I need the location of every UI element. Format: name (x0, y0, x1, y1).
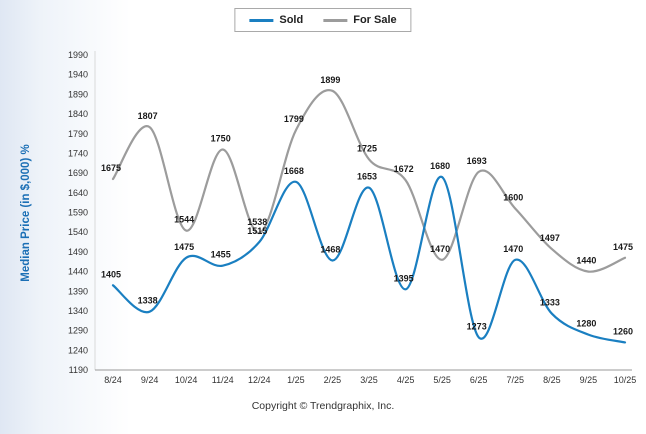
x-tick-label: 8/24 (104, 375, 122, 385)
y-tick-label: 1340 (68, 306, 88, 316)
point-label: 1693 (467, 156, 487, 166)
for-sale-line (111, 89, 627, 273)
point-label: 1475 (174, 242, 194, 252)
point-label: 1405 (101, 269, 121, 279)
median-price-line-chart: 1190 1240 1290 1340 1390 1440 1490 1540 1590 1640… (68, 50, 637, 385)
y-tick-label: 1690 (68, 168, 88, 178)
legend: Sold For Sale (234, 8, 412, 32)
point-label: 1497 (540, 233, 560, 243)
x-tick-label: 2/25 (324, 375, 342, 385)
y-tick-label: 1640 (68, 188, 88, 198)
point-label: 1440 (576, 256, 596, 266)
x-tick-label: 12/24 (248, 375, 271, 385)
y-tick-label: 1840 (68, 109, 88, 119)
for-sale-line-swatch (323, 18, 348, 22)
point-label: 1680 (430, 161, 450, 171)
point-label: 1672 (394, 164, 414, 174)
copyright: Copyright © Trendgraphix, Inc. (251, 400, 395, 412)
point-label: 1515 (247, 226, 267, 236)
point-label: 1538 (247, 217, 267, 227)
point-label: 1280 (576, 319, 596, 329)
point-label: 1470 (503, 244, 523, 254)
y-tick-label: 1290 (68, 326, 88, 336)
x-tick-label: 8/25 (543, 375, 561, 385)
y-tick-label: 1440 (68, 267, 88, 277)
point-label: 1395 (394, 273, 414, 283)
x-tick-label: 4/25 (397, 375, 415, 385)
y-tick-label: 1490 (68, 247, 88, 257)
x-tick-label: 9/25 (580, 375, 598, 385)
point-label: 1338 (138, 296, 158, 306)
point-label: 1470 (430, 244, 450, 254)
x-tick-label: 6/25 (470, 375, 488, 385)
point-label: 1653 (357, 172, 377, 182)
point-label: 1468 (320, 245, 340, 255)
y-tick-label: 1890 (68, 89, 88, 99)
point-label: 1544 (174, 215, 194, 225)
y-tick-label: 1740 (68, 148, 88, 158)
y-tick-label: 1990 (68, 50, 88, 60)
x-tick-label: 11/24 (212, 375, 234, 385)
point-label: 1333 (540, 298, 560, 308)
y-tick-label: 1540 (68, 227, 88, 237)
x-tick-label: 5/25 (433, 375, 451, 385)
point-label: 1273 (467, 321, 487, 331)
sold-line-swatch (249, 18, 274, 22)
legend-label-sold: Sold (279, 14, 304, 26)
y-tick-label: 1390 (68, 286, 88, 296)
legend-item-sold[interactable]: Sold (249, 14, 303, 26)
point-label: 1455 (211, 250, 231, 260)
point-label: 1725 (357, 143, 377, 153)
y-tick-label: 1940 (68, 70, 88, 80)
y-tick-label: 1190 (69, 365, 88, 375)
x-tick-label: 10/25 (614, 375, 637, 385)
point-label: 1899 (320, 75, 340, 85)
point-label: 1668 (284, 166, 304, 176)
point-label: 1260 (613, 326, 633, 336)
point-label: 1675 (101, 163, 121, 173)
point-label: 1600 (503, 193, 523, 203)
legend-item-for-sale[interactable]: For Sale (323, 14, 397, 26)
point-label: 1750 (211, 134, 231, 144)
x-tick-label: 3/25 (360, 375, 378, 385)
x-tick-label: 9/24 (141, 375, 159, 385)
x-tick-label: 7/25 (507, 375, 525, 385)
x-tick-label: 1/25 (287, 375, 305, 385)
sold-line (111, 175, 627, 344)
y-tick-label: 1240 (68, 345, 88, 355)
x-tick-label: 10/24 (175, 375, 198, 385)
point-label: 1799 (284, 114, 304, 124)
point-label: 1807 (138, 111, 158, 121)
chart-area: 1190 1240 1290 1340 1390 1440 1490 1540 1590 1640… (0, 46, 646, 391)
point-label: 1475 (613, 242, 633, 252)
y-tick-label: 1590 (68, 208, 88, 218)
legend-label-for-sale: For Sale (353, 14, 397, 26)
y-tick-label: 1790 (68, 129, 88, 139)
